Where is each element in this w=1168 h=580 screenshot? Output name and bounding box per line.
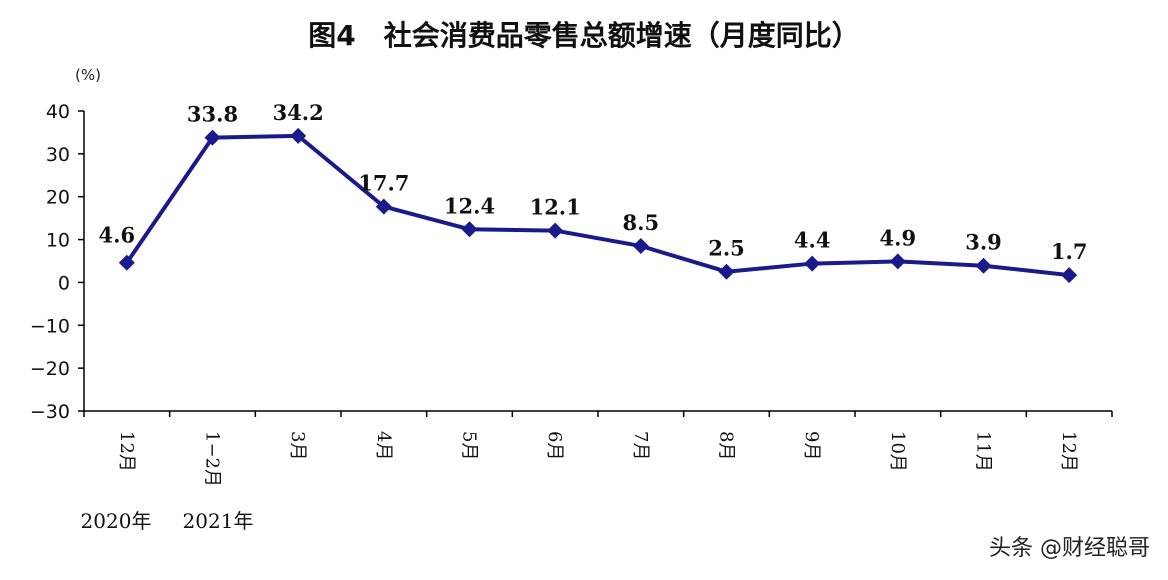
y-tick-label: −30 bbox=[30, 401, 70, 423]
data-label: 34.2 bbox=[273, 100, 324, 125]
data-point-marker bbox=[1061, 267, 1078, 284]
data-point-marker bbox=[889, 253, 906, 270]
data-label: 4.4 bbox=[794, 228, 831, 253]
y-tick-label: −20 bbox=[30, 358, 70, 380]
series-markers bbox=[118, 127, 1078, 284]
y-tick-label: −10 bbox=[30, 315, 70, 337]
data-label: 4.9 bbox=[880, 225, 917, 250]
watermark: 头条 @财经聪哥 bbox=[989, 536, 1150, 561]
axes bbox=[78, 110, 1113, 417]
y-tick-label: 10 bbox=[46, 230, 70, 252]
data-point-marker bbox=[204, 129, 221, 146]
data-label: 12.1 bbox=[530, 195, 581, 220]
data-point-marker bbox=[290, 127, 307, 144]
data-label: 3.9 bbox=[965, 230, 1002, 255]
x-tick-labels: 12月 1−2月 3月 4月 5月 6月 7月 8月 9月 10月 11月 12月 bbox=[116, 431, 1079, 487]
x-tick-label: 1−2月 bbox=[202, 431, 223, 487]
data-label: 8.5 bbox=[623, 210, 660, 235]
data-point-marker bbox=[461, 221, 478, 238]
data-point-marker bbox=[118, 254, 135, 271]
data-point-marker bbox=[375, 198, 392, 215]
x-tick-label: 8月 bbox=[716, 431, 737, 460]
x-tick-label: 7月 bbox=[630, 431, 651, 460]
data-labels: 4.6 33.8 34.2 17.7 12.4 12.1 8.5 2.5 4.4 4.9 3.9 1.… bbox=[99, 100, 1088, 264]
y-tick-label: 0 bbox=[58, 272, 70, 294]
x-tick-label: 11月 bbox=[973, 431, 994, 472]
x-tick-label: 6月 bbox=[544, 431, 565, 460]
x-tick-label: 10月 bbox=[887, 431, 908, 472]
x-tick-label: 12月 bbox=[116, 431, 137, 472]
chart-title: 图4 社会消费品零售总额增速（月度同比） bbox=[308, 19, 860, 52]
x-tick-label: 3月 bbox=[287, 431, 308, 460]
data-point-marker bbox=[718, 263, 735, 280]
data-label: 33.8 bbox=[187, 102, 238, 127]
x-tick-label: 5月 bbox=[459, 431, 480, 460]
x-tick-label: 9月 bbox=[801, 431, 822, 460]
data-label: 2.5 bbox=[708, 236, 745, 261]
data-point-marker bbox=[547, 222, 564, 239]
y-axis-unit: (%) bbox=[75, 66, 101, 84]
series-line bbox=[125, 133, 1070, 278]
y-tick-label: 20 bbox=[46, 187, 70, 209]
data-point-marker bbox=[632, 238, 649, 254]
data-label: 1.7 bbox=[1051, 239, 1088, 264]
x-tick-label: 4月 bbox=[373, 431, 394, 460]
data-point-marker bbox=[804, 255, 821, 272]
data-label: 17.7 bbox=[358, 171, 409, 196]
data-point-marker bbox=[975, 257, 992, 274]
y-tick-label: 30 bbox=[46, 144, 70, 166]
data-label: 12.4 bbox=[444, 193, 495, 218]
year-label-2020: 2020年 bbox=[81, 509, 152, 533]
x-tick-label: 12月 bbox=[1058, 431, 1079, 472]
year-label-2021: 2021年 bbox=[183, 509, 254, 533]
data-label: 4.6 bbox=[99, 223, 136, 248]
y-tick-label: 40 bbox=[46, 101, 70, 123]
y-tick-labels: 40 30 20 10 0 −10 −20 −30 bbox=[30, 101, 70, 423]
